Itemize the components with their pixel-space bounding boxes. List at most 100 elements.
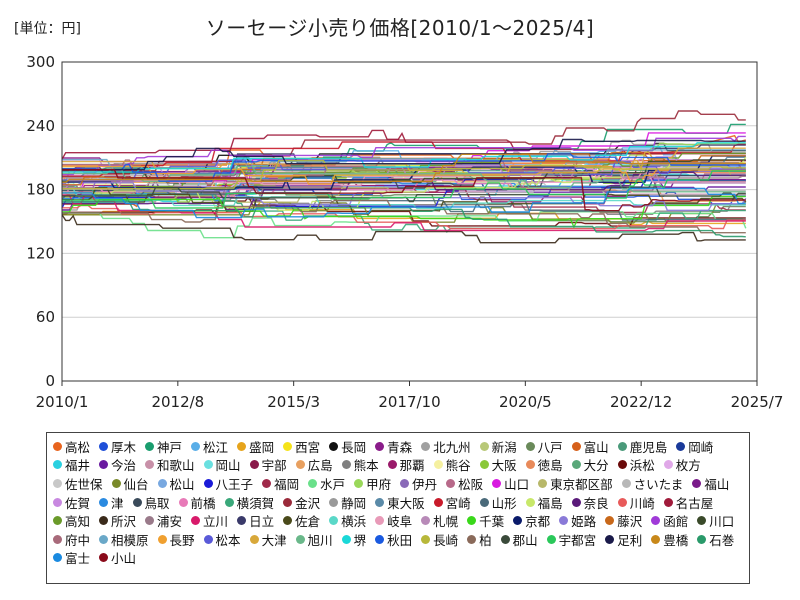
legend-marker-icon <box>571 497 581 507</box>
x-tick-label: 2017/10 <box>378 393 440 411</box>
legend-label: 横須賀 <box>236 495 275 511</box>
legend-marker-icon <box>546 534 556 544</box>
legend-marker-icon <box>99 460 109 470</box>
x-tick-label: 2012/8 <box>151 393 204 411</box>
legend-marker-icon <box>262 478 272 488</box>
legend-label: 青森 <box>387 439 413 455</box>
legend-marker-icon <box>571 460 581 470</box>
legend-item: 松阪 <box>446 474 483 493</box>
legend-marker-icon <box>237 441 247 451</box>
legend-item: 厚木 <box>99 437 136 456</box>
legend-marker-icon <box>145 460 155 470</box>
series-line-62 <box>62 167 746 190</box>
legend-item: 松山 <box>157 474 195 493</box>
series-line-75 <box>62 165 746 193</box>
legend-marker-icon <box>663 460 673 470</box>
legend-label: 徳島 <box>537 458 563 474</box>
plot-frame <box>61 61 758 382</box>
legend-marker-icon <box>500 534 510 544</box>
legend-marker-icon <box>53 497 62 507</box>
legend-marker-icon <box>295 460 305 470</box>
legend-label: 富山 <box>583 439 609 455</box>
legend-item: 浜松 <box>617 456 655 475</box>
legend-label: 府中 <box>65 532 91 548</box>
y-tick-label: 60 <box>36 308 55 326</box>
legend-item: 熊本 <box>341 456 379 475</box>
legend-item: 川口 <box>697 511 734 530</box>
legend-marker-icon <box>53 441 62 451</box>
legend-label: 相模原 <box>111 532 149 548</box>
legend-label: 佐賀 <box>65 495 91 511</box>
legend-item: 福島 <box>525 493 563 512</box>
series-line-60 <box>62 187 747 215</box>
legend-label: 西宮 <box>295 439 321 455</box>
legend-item: 甲府 <box>354 474 391 493</box>
legend-marker-icon <box>467 534 477 544</box>
legend-label: 松阪 <box>458 476 484 492</box>
legend-marker-icon <box>525 497 535 507</box>
legend-label: 盛岡 <box>249 439 275 455</box>
legend-marker-icon <box>375 534 385 544</box>
legend-label: 松山 <box>169 476 195 492</box>
legend-marker-icon <box>621 478 631 488</box>
legend-marker-icon <box>157 534 167 544</box>
legend-item: 青森 <box>375 437 412 456</box>
legend-marker-icon <box>203 478 213 488</box>
x-tick-label: 2025/7 <box>731 393 784 411</box>
legend-label: 川口 <box>709 514 735 530</box>
legend-item: 佐倉 <box>283 511 320 530</box>
legend-marker-icon <box>191 441 201 451</box>
legend-marker-icon <box>433 460 443 470</box>
legend-marker-icon <box>479 497 489 507</box>
legend-item: 盛岡 <box>237 437 274 456</box>
legend-label: 堺 <box>353 532 367 548</box>
series-line-54 <box>61 129 746 160</box>
series-line-46 <box>62 110 746 172</box>
legend-label: さいたま <box>633 476 684 492</box>
legend-label: 東京都区部 <box>550 476 613 492</box>
legend-label: 石巻 <box>709 532 735 548</box>
legend-label: 神戸 <box>157 439 183 455</box>
legend-item: 新潟 <box>479 437 517 456</box>
legend-label: 宇部 <box>261 458 287 474</box>
legend-label: 小山 <box>111 551 137 567</box>
legend-item: 豊橋 <box>651 530 688 549</box>
legend-label: 奈良 <box>583 495 609 511</box>
series-layer <box>61 110 747 244</box>
legend-marker-icon <box>605 534 615 544</box>
legend-label: 豊橋 <box>663 532 689 548</box>
legend-label: 東大阪 <box>387 495 425 511</box>
legend-marker-icon <box>329 516 339 526</box>
legend-item: 広島 <box>295 456 333 475</box>
legend-item: 長野 <box>157 530 195 549</box>
legend-label: 川崎 <box>629 495 655 511</box>
legend-label: 大津 <box>261 532 287 548</box>
series-line-56 <box>61 214 746 244</box>
legend-label: 新潟 <box>491 439 517 455</box>
legend-item: 岡山 <box>203 456 241 475</box>
legend-marker-icon <box>145 441 155 451</box>
legend-item: 足利 <box>605 530 642 549</box>
legend-item: 佐賀 <box>53 493 90 512</box>
legend-marker-icon <box>283 497 293 507</box>
legend-marker-icon <box>295 534 305 544</box>
legend-marker-icon <box>53 534 62 544</box>
legend-item: 八戸 <box>525 437 563 456</box>
legend-marker-icon <box>617 497 627 507</box>
legend-marker-icon <box>375 441 385 451</box>
legend-item: 札幌 <box>421 511 458 530</box>
legend-marker-icon <box>341 534 351 544</box>
legend-item: 大分 <box>571 456 609 475</box>
legend-marker-icon <box>178 497 188 507</box>
legend-label: 鹿児島 <box>629 439 668 455</box>
legend-item: さいたま <box>621 474 684 493</box>
series-line-86 <box>62 168 746 212</box>
legend-item: 前橋 <box>178 493 216 512</box>
legend-item: 大津 <box>249 530 287 549</box>
x-tick-label: 2020/5 <box>499 393 552 411</box>
legend-marker-icon <box>421 534 431 544</box>
legend-label: 高知 <box>65 514 91 530</box>
legend-item: 松江 <box>191 437 228 456</box>
legend-items: 高松 厚木 神戸 松江 盛岡 西宮 長岡 青森 北九州 新潟 八戸 富山 鹿児島 岡崎 福井 今治 和歌山 岡山宇… <box>53 437 745 567</box>
legend-item: 京都 <box>513 511 550 530</box>
